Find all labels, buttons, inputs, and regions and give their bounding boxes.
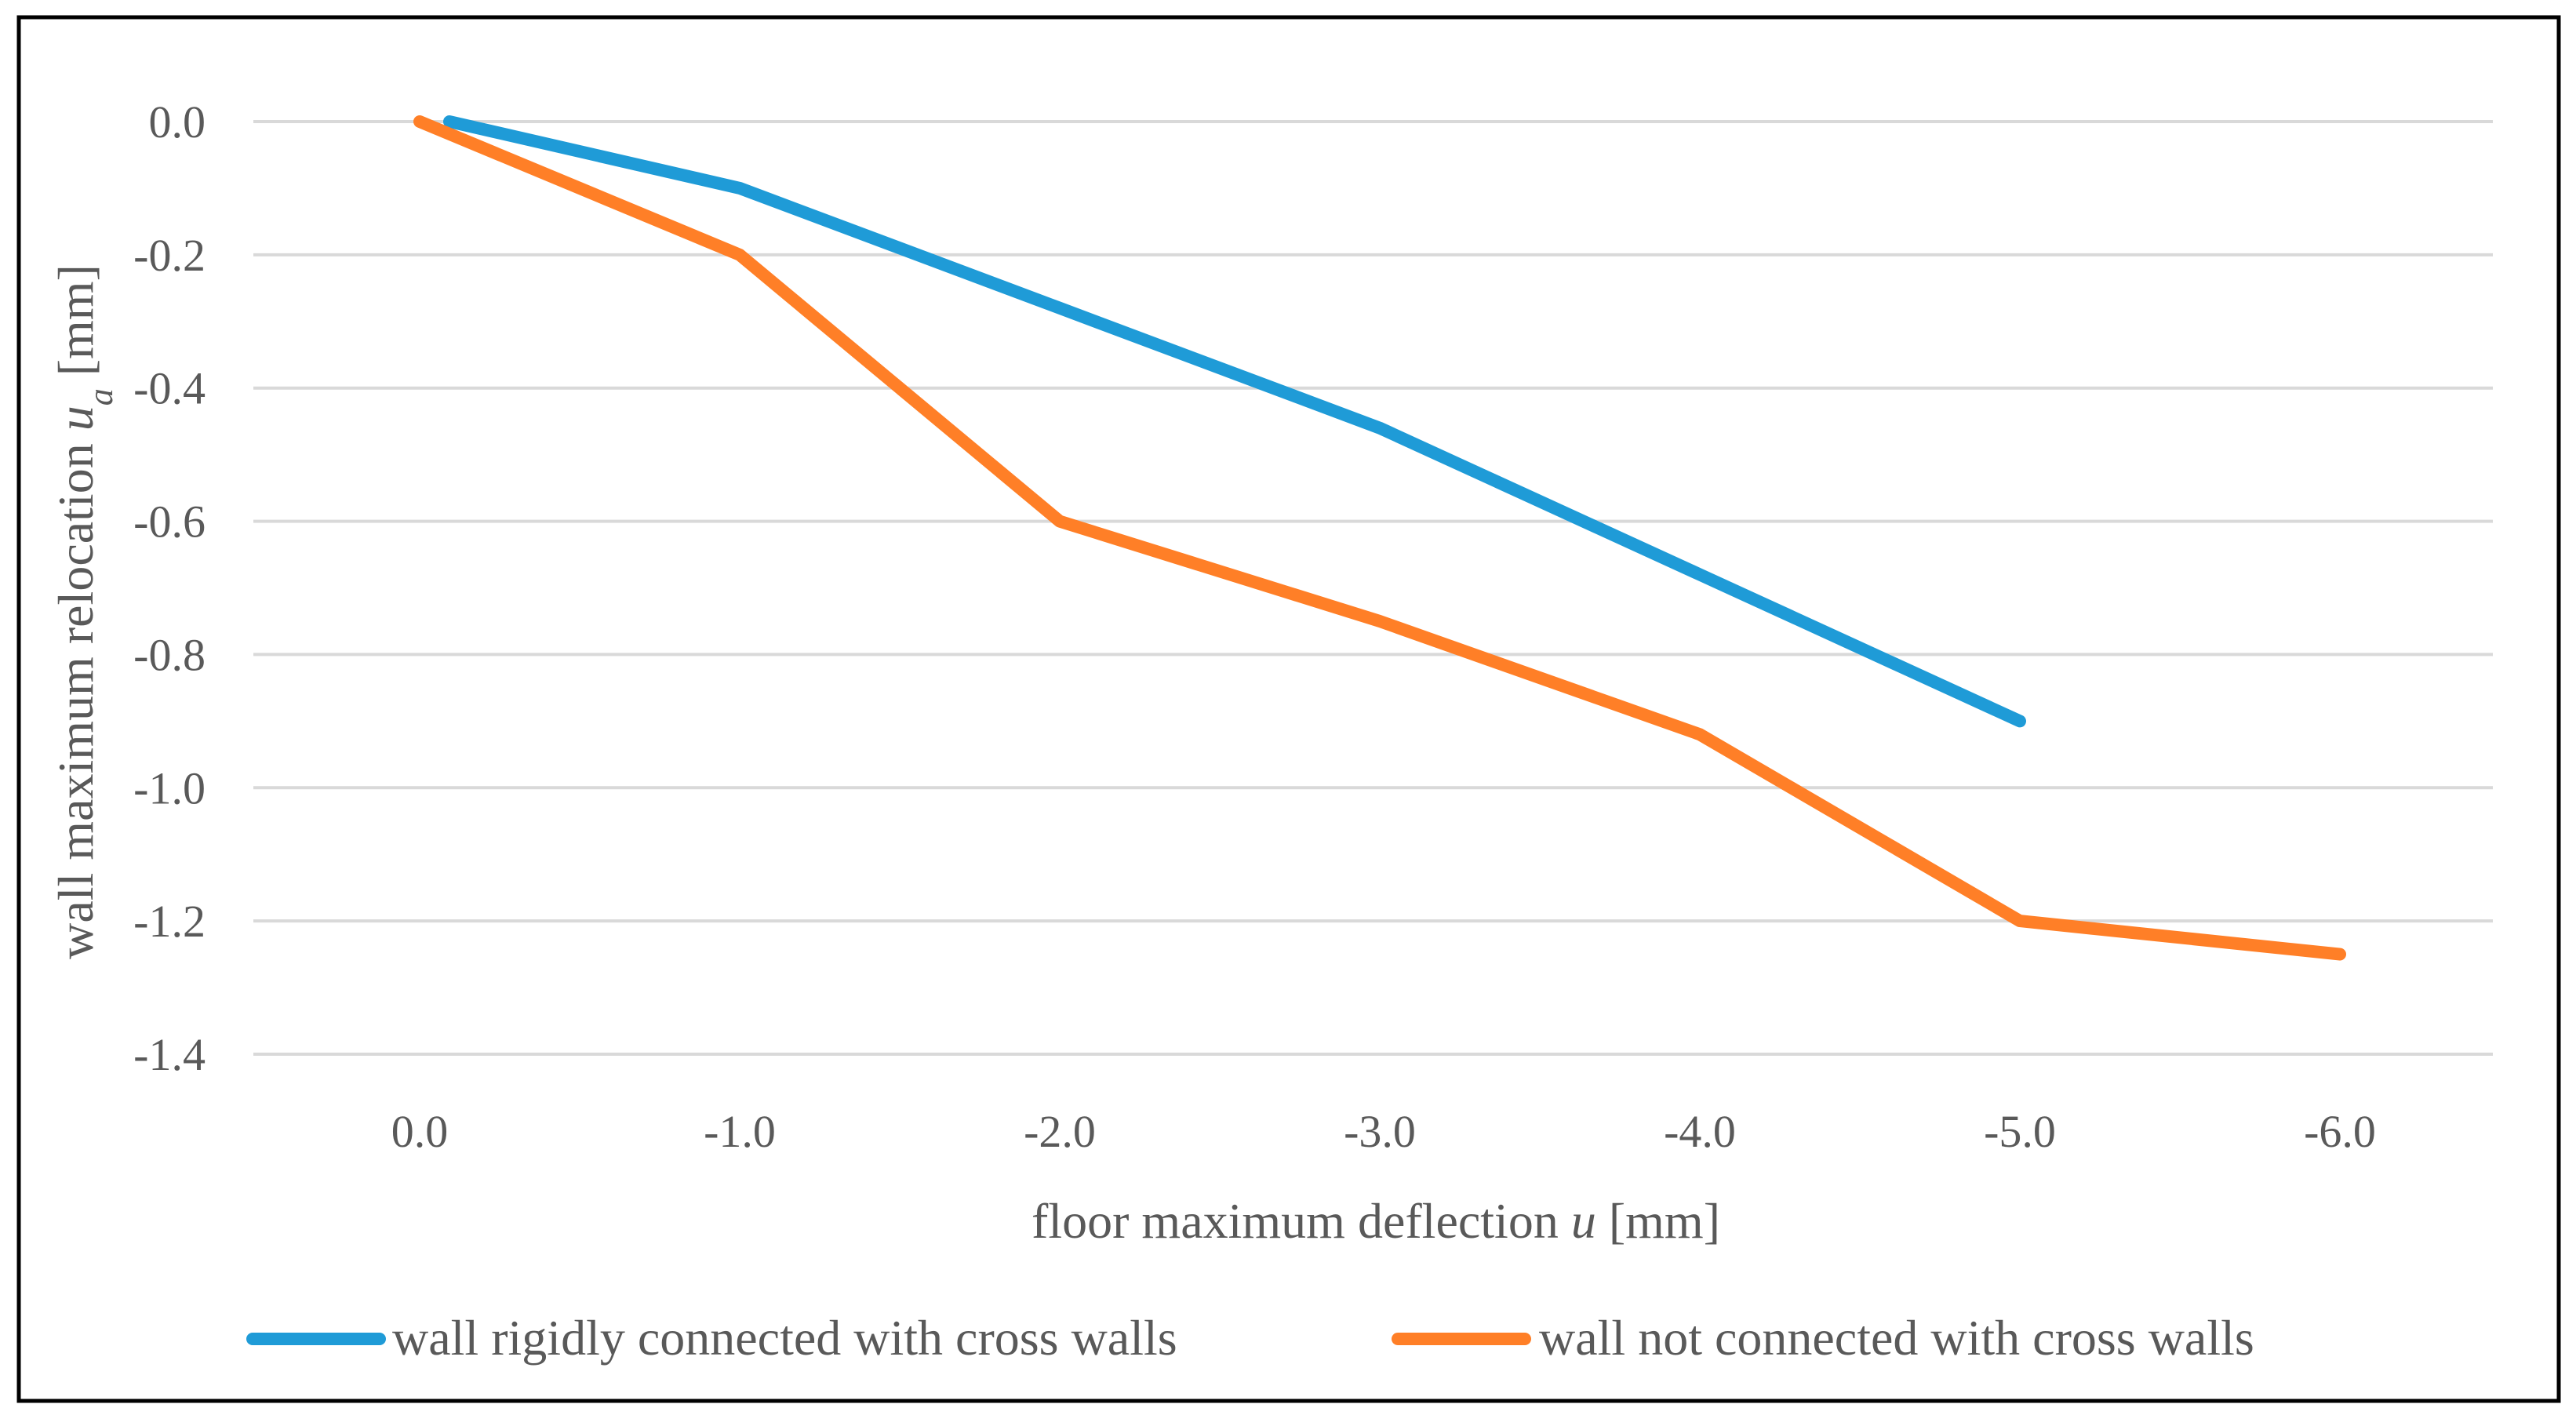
x-tick-label-4: -4.0 (1664, 1106, 1736, 1157)
y-tick-label-1: -0.2 (133, 230, 206, 281)
y-axis-title: wall maximum relocation ua [mm] (48, 264, 120, 959)
series-line-1 (413, 115, 2346, 961)
y-tick-label-5: -1.0 (133, 762, 206, 813)
legend: wall rigidly connected with cross walls … (246, 1310, 2254, 1366)
legend-label-rigid: wall rigidly connected with cross walls (392, 1310, 1177, 1366)
gridlines (253, 120, 2493, 1056)
y-tick-label-0: 0.0 (149, 96, 206, 147)
x-tick-label-1: -1.0 (704, 1106, 776, 1157)
y-axis-tick-labels: 0.0 -0.2 -0.4 -0.6 -0.8 -1.0 -1.2 -1.4 (133, 96, 206, 1080)
y-tick-label-2: -0.4 (133, 363, 206, 414)
x-tick-label-6: -6.0 (2304, 1106, 2376, 1157)
x-tick-label-2: -2.0 (1024, 1106, 1096, 1157)
legend-label-not-connected: wall not connected with cross walls (1539, 1310, 2254, 1366)
x-tick-label-3: -3.0 (1344, 1106, 1416, 1157)
series-lines (413, 115, 2346, 961)
y-tick-label-6: -1.2 (133, 896, 206, 947)
x-tick-label-0: 0.0 (391, 1106, 449, 1157)
x-tick-label-5: -5.0 (1984, 1106, 2056, 1157)
chart-border (16, 15, 2561, 1403)
x-axis-tick-labels: 0.0 -1.0 -2.0 -3.0 -4.0 -5.0 -6.0 (391, 1106, 2376, 1157)
y-tick-label-4: -0.8 (133, 629, 206, 680)
y-tick-label-7: -1.4 (133, 1029, 206, 1080)
series-line-0 (443, 115, 2026, 728)
y-tick-label-3: -0.6 (133, 497, 206, 547)
x-axis-title: floor maximum deflection u [mm] (1031, 1193, 1720, 1249)
